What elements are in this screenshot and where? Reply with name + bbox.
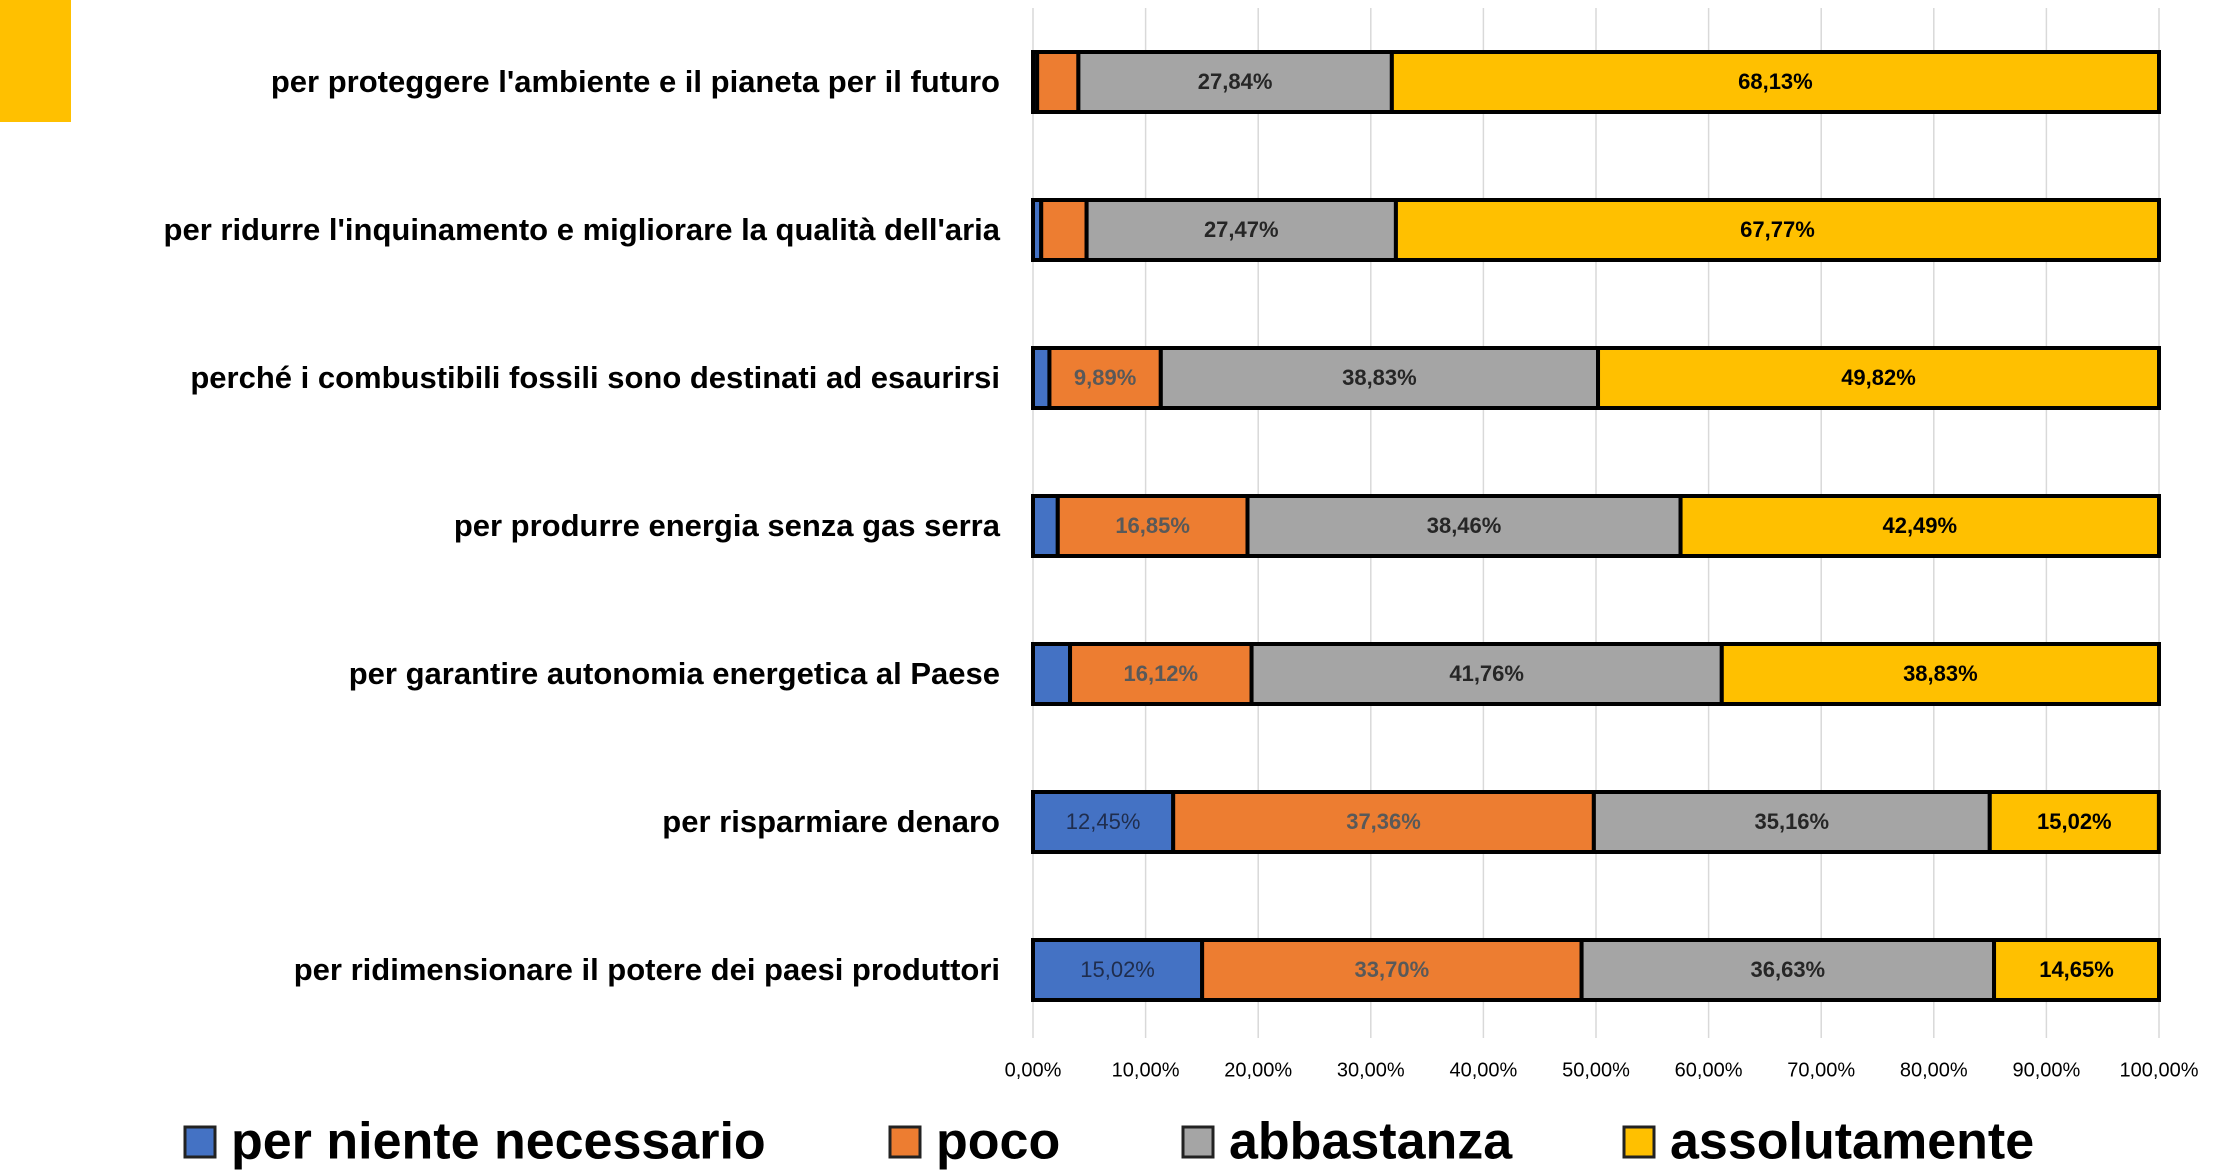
category-label: per proteggere l'ambiente e il pianeta p… [10,32,1000,132]
value-label: 9,89% [1074,365,1136,390]
bar-segment [1031,642,1073,706]
value-label: 68,13% [1738,69,1813,94]
legend-label: per niente necessario [231,1113,766,1171]
value-label: 35,16% [1754,809,1829,834]
bar-segment [1245,494,1683,558]
bar-segment [1249,642,1724,706]
value-label: 15,02% [2037,809,2112,834]
value-label: 37,36% [1346,809,1421,834]
bar-segment [1719,642,2161,706]
category-label: per produrre energia senza gas serra [10,476,1000,576]
value-label: 67,77% [1740,217,1815,242]
bar-segment [1992,938,2162,1002]
x-tick-label: 60,00% [1675,1059,1743,1081]
legend-item: poco [888,1113,1060,1171]
value-label: 27,84% [1198,69,1273,94]
bar-segment [1076,50,1394,114]
legend-item: abbastanza [1181,1113,1513,1171]
legend-item: assolutamente [1622,1113,2034,1171]
legend-swatch [1181,1125,1215,1159]
category-label: per ridurre l'inquinamento e migliorare … [10,180,1000,280]
x-tick-label: 0,00% [1005,1059,1062,1081]
category-label: per risparmiare denaro [10,772,1000,872]
category-text: per risparmiare denaro [662,804,1000,840]
bar-segment [1068,642,1254,706]
x-tick-label: 20,00% [1224,1059,1292,1081]
value-label: 15,02% [1080,957,1155,982]
bar-segment [1031,494,1060,558]
bar-segment [1031,346,1052,410]
bar-segment [1596,346,2162,410]
value-label: 27,47% [1204,217,1279,242]
category-label: perché i combustibili fossili sono desti… [10,328,1000,428]
bar-segment [1393,198,2161,262]
x-tick-label: 100,00% [2120,1059,2199,1081]
bar-segment [1047,346,1163,410]
value-label: 16,12% [1123,661,1198,686]
value-label: 14,65% [2039,957,2114,982]
value-label: 36,63% [1751,957,1826,982]
x-tick-label: 70,00% [1787,1059,1855,1081]
value-label: 38,83% [1903,661,1978,686]
value-label: 49,82% [1841,365,1916,390]
category-text: per proteggere l'ambiente e il pianeta p… [270,64,1000,100]
category-text: per produrre energia senza gas serra [453,508,1000,544]
bar-segment [1031,790,1176,854]
legend-item: per niente necessario [183,1113,766,1171]
value-label: 38,46% [1427,513,1502,538]
legend-label: poco [936,1113,1060,1171]
legend-label: assolutamente [1670,1113,2034,1171]
x-tick-label: 90,00% [2012,1059,2080,1081]
bar-segment [1678,494,2162,558]
value-label: 16,85% [1115,513,1190,538]
corner-accent [0,0,71,122]
category-text: per ridimensionare il potere dei paesi p… [293,952,1000,988]
category-label: per ridimensionare il potere dei paesi p… [10,920,1000,1020]
legend-swatch [183,1125,217,1159]
legend-swatch [888,1125,922,1159]
legend-label: abbastanza [1229,1113,1513,1171]
category-label: per garantire autonomia energetica al Pa… [10,624,1000,724]
x-tick-label: 40,00% [1449,1059,1517,1081]
value-label: 38,83% [1342,365,1417,390]
bar-segment [1084,198,1398,262]
value-label: 12,45% [1066,809,1141,834]
bar-segment [1591,790,1992,854]
x-tick-label: 10,00% [1112,1059,1180,1081]
value-label: 42,49% [1882,513,1957,538]
category-text: perché i combustibili fossili sono desti… [190,360,1000,396]
bar-segment [1987,790,2161,854]
category-text: per garantire autonomia energetica al Pa… [348,656,1000,692]
x-tick-label: 50,00% [1562,1059,1630,1081]
x-tick-label: 80,00% [1900,1059,1968,1081]
bar-segment [1039,198,1089,262]
category-text: per ridurre l'inquinamento e migliorare … [163,212,1000,248]
bar-segment [1035,50,1081,114]
bar-segment [1389,50,2161,114]
value-label: 33,70% [1355,957,1430,982]
x-tick-label: 30,00% [1337,1059,1405,1081]
value-label: 41,76% [1449,661,1524,686]
legend-swatch [1622,1125,1656,1159]
